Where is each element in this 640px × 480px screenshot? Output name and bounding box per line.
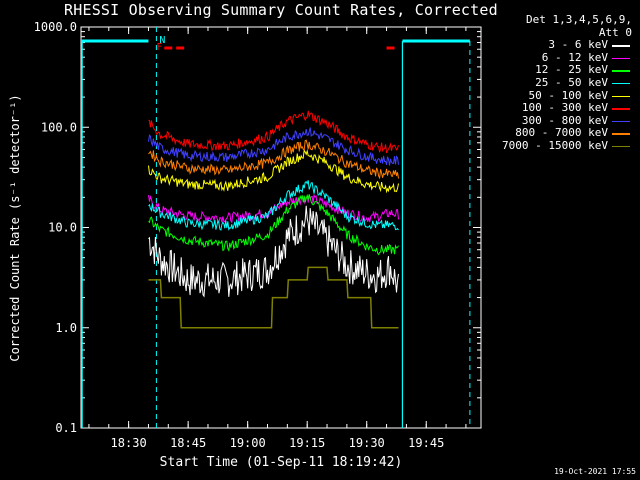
x-axis-label: Start Time (01-Sep-11 18:19:42) <box>160 455 403 470</box>
flare-marker-label: F <box>156 42 162 53</box>
legend-entry: 100 - 300 keV <box>502 101 632 115</box>
series-line <box>148 180 399 231</box>
legend-entry: 7000 - 15000 keV <box>502 138 632 153</box>
legend-detector-line2: Att 0 <box>598 25 632 39</box>
x-tick-label: 19:15 <box>289 436 325 450</box>
legend-entry-label: 6 - 12 keV <box>541 50 608 64</box>
legend-entry-label: 3 - 6 keV <box>548 38 608 52</box>
legend-swatch <box>612 95 630 98</box>
series-line <box>148 139 399 180</box>
legend-entry: 25 - 50 keV <box>502 75 632 90</box>
y-tick-label: 1.0 <box>55 321 77 335</box>
chart-title: RHESSI Observing Summary Count Rates, Co… <box>64 1 498 19</box>
generation-timestamp: 19-Oct-2021 17:55 <box>554 467 636 476</box>
legend-entry-label: 800 - 7000 keV <box>515 126 608 140</box>
legend-entry-label: 50 - 100 keV <box>528 88 608 102</box>
series-line <box>148 205 399 298</box>
y-tick-label: 100.0 <box>41 120 77 134</box>
y-tick-label: 1000.0 <box>34 20 77 34</box>
legend-swatch <box>612 120 630 123</box>
legend-entry: 12 - 25 keV <box>502 64 632 77</box>
series-line <box>148 193 399 256</box>
y-tick-label: 10.0 <box>48 221 77 235</box>
legend-entry: 3 - 6 keV <box>502 38 632 52</box>
x-tick-label: 19:30 <box>349 436 385 450</box>
x-tick-label: 18:30 <box>111 436 147 450</box>
series-line <box>148 110 399 154</box>
series-line <box>148 127 399 166</box>
legend-swatch <box>612 45 630 47</box>
legend-entry-label: 25 - 50 keV <box>535 75 608 89</box>
legend-entry-label: 7000 - 15000 keV <box>502 138 608 152</box>
legend-swatch <box>612 70 630 72</box>
legend-swatch <box>612 133 630 135</box>
x-tick-label: 19:45 <box>408 436 444 450</box>
legend-swatch <box>612 145 630 148</box>
x-tick-label: 18:45 <box>170 436 206 450</box>
legend-entry-label: 100 - 300 keV <box>521 101 608 115</box>
plot-frame <box>80 26 482 429</box>
legend-entry: 6 - 12 keV <box>502 50 632 65</box>
legend-entry: 300 - 800 keV <box>502 113 632 128</box>
series-line <box>148 266 399 329</box>
y-axis-label: Corrected Count Rate (s⁻¹ detector⁻¹) <box>8 94 22 361</box>
legend-entry-label: 12 - 25 keV <box>535 63 608 77</box>
legend-swatch <box>612 57 630 60</box>
legend-entry-label: 300 - 800 keV <box>521 113 608 127</box>
legend-entry: 800 - 7000 keV <box>502 127 632 140</box>
x-tick-label: 19:00 <box>230 436 266 450</box>
legend-entry: 50 - 100 keV <box>502 88 632 103</box>
night-marker-label: N <box>159 35 165 46</box>
series-line <box>148 148 399 194</box>
legend-swatch <box>612 82 630 85</box>
y-tick-label: 0.1 <box>55 421 77 435</box>
legend-detector-line1: Det 1,3,4,5,6,9, <box>526 13 632 26</box>
legend-swatch <box>612 108 630 110</box>
legend: Det 1,3,4,5,6,9, Att 0 3 - 6 keV 6 - 12 k… <box>502 13 632 153</box>
